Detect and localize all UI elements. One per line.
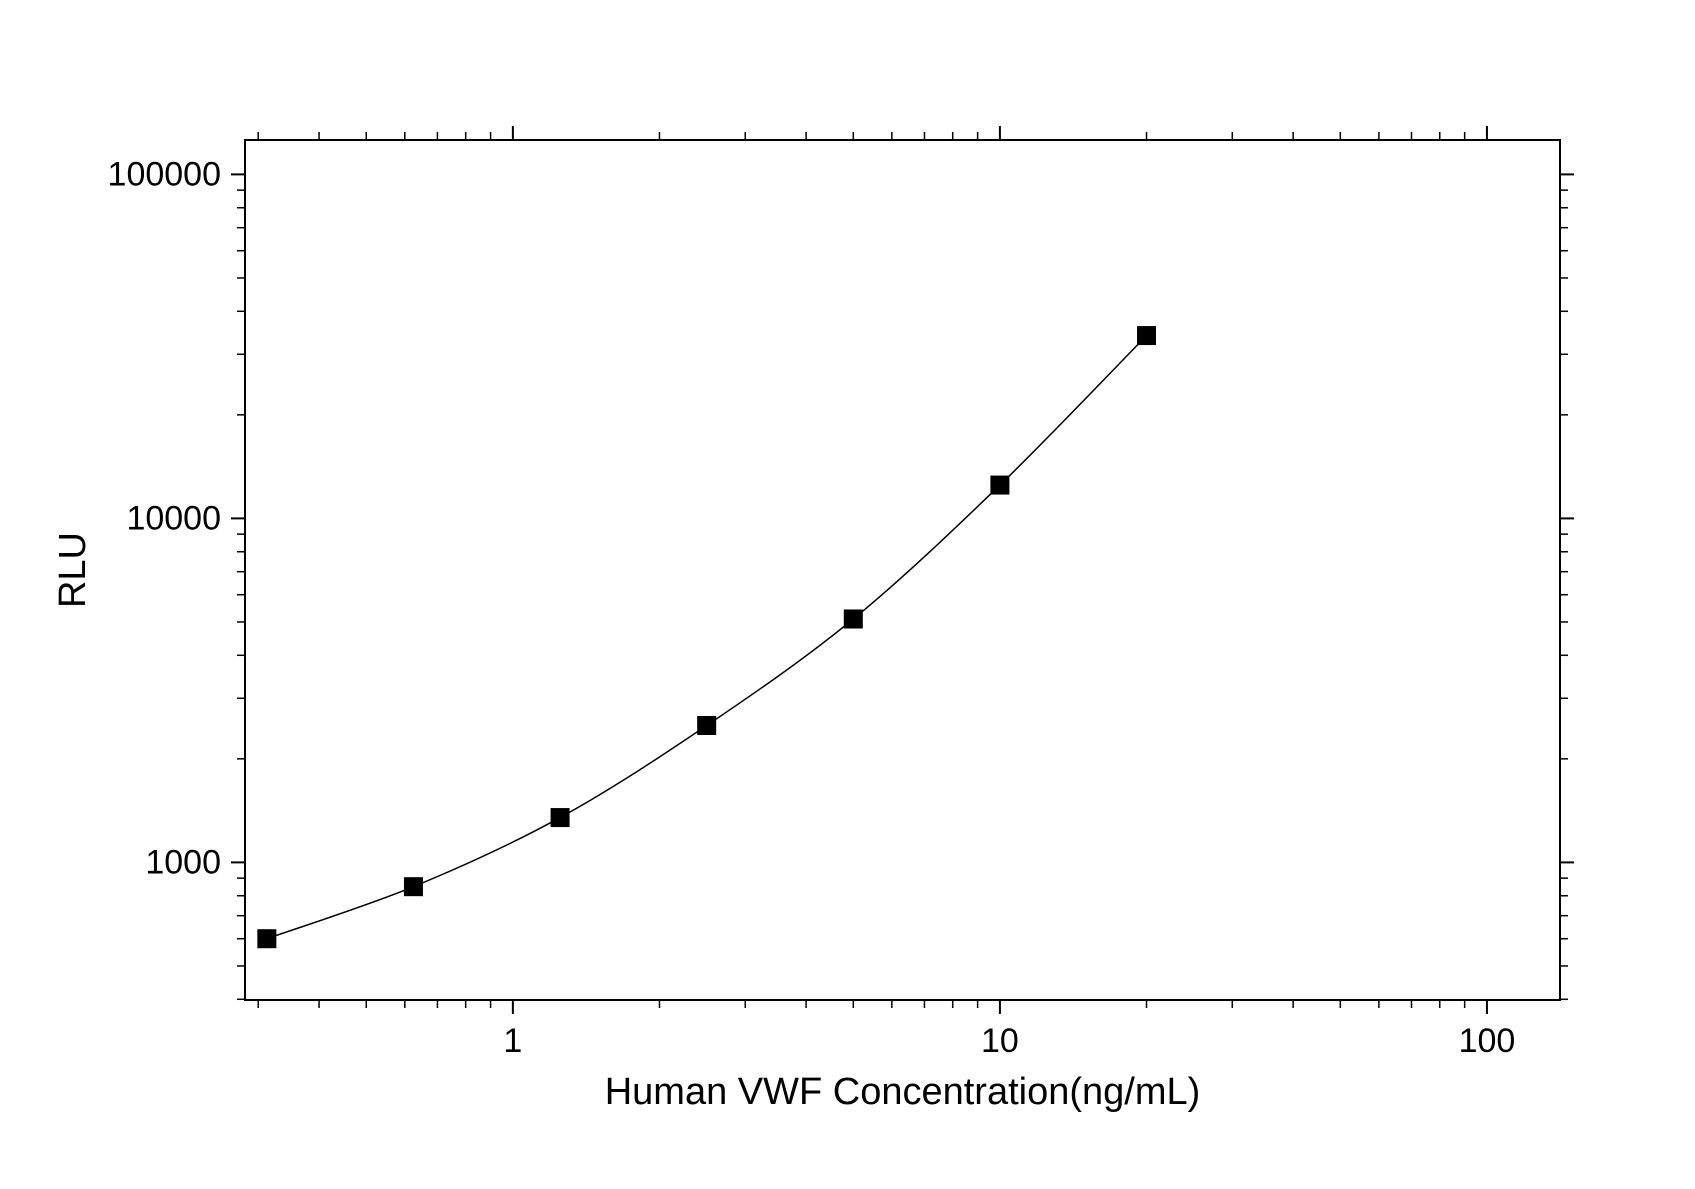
y-tick-label: 100000 bbox=[108, 156, 221, 194]
data-marker bbox=[404, 878, 422, 896]
x-tick-label: 100 bbox=[1459, 1022, 1516, 1060]
data-marker bbox=[551, 809, 569, 827]
data-marker bbox=[258, 930, 276, 948]
data-marker bbox=[844, 610, 862, 628]
data-marker bbox=[698, 717, 716, 735]
chart-svg: 1 10 100 1000 10000 100000 Human VWF Concentra… bbox=[0, 0, 1695, 1189]
x-tick-label: 1 bbox=[503, 1022, 522, 1060]
data-line bbox=[267, 336, 1147, 939]
y-axis-label: RLU bbox=[52, 532, 94, 608]
x-axis-label: Human VWF Concentration(ng/mL) bbox=[605, 1071, 1201, 1113]
chart-container: 1 10 100 1000 10000 100000 Human VWF Concentra… bbox=[0, 0, 1695, 1189]
y-tick-label: 10000 bbox=[126, 500, 221, 538]
y-tick-label: 1000 bbox=[145, 844, 221, 882]
plot-border bbox=[245, 140, 1560, 1000]
x-tick-label: 10 bbox=[981, 1022, 1019, 1060]
data-marker bbox=[991, 476, 1009, 494]
data-marker bbox=[1138, 327, 1156, 345]
